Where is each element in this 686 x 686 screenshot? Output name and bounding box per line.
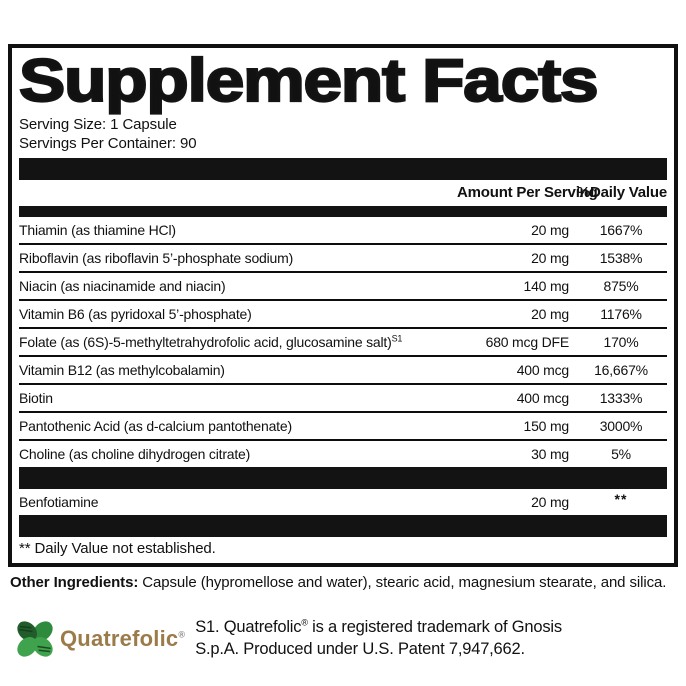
nutrient-name-text: Folate (as (6S)-5-methyltetrahydrofolic … — [19, 333, 392, 350]
nutrient-dv: 1176% — [600, 305, 642, 322]
trademark-note-line2: S.p.A. Produced under U.S. Patent 7,947,… — [195, 639, 525, 658]
secondary-rows: Benfotiamine 20 mg ** — [19, 489, 667, 515]
footnote-marker: S1 — [391, 333, 403, 344]
trademark-note-line1: S1. Quatrefolic® is a registered tradema… — [195, 617, 562, 639]
nutrient-amount: 400 mcg — [516, 361, 569, 378]
table-row: Pantothenic Acid (as d-calcium pantothen… — [19, 410, 667, 439]
nutrient-amount: 20 mg — [531, 221, 569, 238]
nutrient-name: Vitamin B12 (as methylcobalamin) — [19, 361, 225, 378]
note-text: S1. Quatrefolic — [195, 618, 302, 637]
nutrient-dv: 1538% — [599, 249, 643, 266]
trademark-note: S1. Quatrefolic® is a registered tradema… — [195, 614, 562, 661]
nutrient-amount: 140 mg — [523, 277, 570, 294]
servings-per-container-text: Servings Per Container: 90 — [19, 134, 197, 152]
nutrient-dv: 170% — [603, 333, 639, 350]
nutrient-name: Vitamin B6 (as pyridoxal 5’-phosphate) — [19, 305, 252, 322]
nutrient-amount: 20 mg — [531, 305, 569, 322]
table-row: Choline (as choline dihydrogen citrate) … — [19, 438, 667, 467]
other-ingredients-label: Other Ingredients: — [10, 573, 139, 591]
nutrient-name: Pantothenic Acid (as d-calcium pantothen… — [19, 417, 292, 434]
nutrient-name: Choline (as choline dihydrogen citrate) — [19, 445, 251, 462]
nutrient-name: Benfotiamine — [19, 493, 99, 510]
registered-mark: ® — [301, 617, 308, 628]
nutrient-amount: 150 mg — [523, 417, 570, 434]
other-ingredients-text: Other Ingredients: Capsule (hypromellose… — [10, 573, 676, 593]
nutrient-rows: Thiamin (as thiamine HCl) 20 mg 1667% Ri… — [19, 217, 667, 467]
table-row: Vitamin B12 (as methylcobalamin) 400 mcg… — [19, 354, 667, 383]
serving-size-text: Serving Size: 1 Capsule — [19, 115, 177, 133]
table-row: Niacin (as niacinamide and niacin) 140 m… — [19, 270, 667, 299]
nutrient-amount: 20 mg — [531, 493, 569, 510]
supplement-facts-box: Supplement Facts Serving Size: 1 Capsule… — [8, 44, 678, 567]
nutrient-dv: 1667% — [599, 221, 643, 238]
nutrient-name: Biotin — [19, 389, 53, 406]
nutrient-dv: ** — [614, 490, 628, 507]
daily-value-header: %Daily Value — [576, 184, 667, 202]
section-divider-bar — [19, 157, 667, 180]
page-title: Supplement Facts — [18, 47, 600, 114]
nutrient-dv: 3000% — [599, 417, 643, 434]
table-row: Riboflavin (as riboflavin 5’-phosphate s… — [19, 242, 667, 271]
nutrient-name: Folate (as (6S)-5-methyltetrahydrofolic … — [19, 334, 451, 350]
nutrient-amount: 400 mcg — [516, 389, 569, 406]
nutrient-dv: 5% — [611, 445, 631, 462]
table-column-headers: Amount Per Serving %Daily Value — [19, 180, 667, 206]
nutrient-amount: 30 mg — [531, 445, 569, 462]
header-divider-bar — [19, 205, 667, 217]
nutrient-name: Thiamin (as thiamine HCl) — [19, 221, 176, 238]
wordmark-text: Quatrefolic — [60, 626, 179, 652]
table-row: Thiamin (as thiamine HCl) 20 mg 1667% — [19, 217, 667, 243]
other-ingredients-list: Capsule (hypromellose and water), steari… — [138, 573, 667, 591]
section-divider-bar — [19, 466, 667, 489]
amount-per-serving-header: Amount Per Serving — [457, 184, 598, 202]
nutrient-name: Niacin (as niacinamide and niacin) — [19, 277, 226, 294]
table-row: Vitamin B6 (as pyridoxal 5’-phosphate) 2… — [19, 298, 667, 327]
table-row: Folate (as (6S)-5-methyltetrahydrofolic … — [19, 326, 667, 355]
nutrient-amount: 680 mcg DFE — [485, 333, 570, 350]
table-row: Benfotiamine 20 mg ** — [19, 489, 667, 515]
section-divider-bar — [19, 514, 667, 537]
nutrient-amount: 20 mg — [531, 249, 569, 266]
daily-value-footnote: ** Daily Value not established. — [19, 539, 216, 557]
nutrient-dv: 875% — [603, 277, 639, 294]
four-leaf-clover-icon — [17, 621, 53, 657]
nutrient-name: Riboflavin (as riboflavin 5’-phosphate s… — [19, 249, 294, 266]
nutrient-dv: 16,667% — [594, 361, 648, 378]
table-row: Biotin 400 mcg 1333% — [19, 382, 667, 411]
quatrefolic-logo: Quatrefolic® — [12, 614, 185, 662]
note-text: is a registered trademark of Gnosis — [307, 618, 562, 637]
brand-footer: Quatrefolic® S1. Quatrefolic® is a regis… — [12, 614, 674, 662]
quatrefolic-wordmark: Quatrefolic® — [60, 626, 185, 652]
registered-mark: ® — [178, 629, 186, 640]
nutrient-dv: 1333% — [599, 389, 643, 406]
